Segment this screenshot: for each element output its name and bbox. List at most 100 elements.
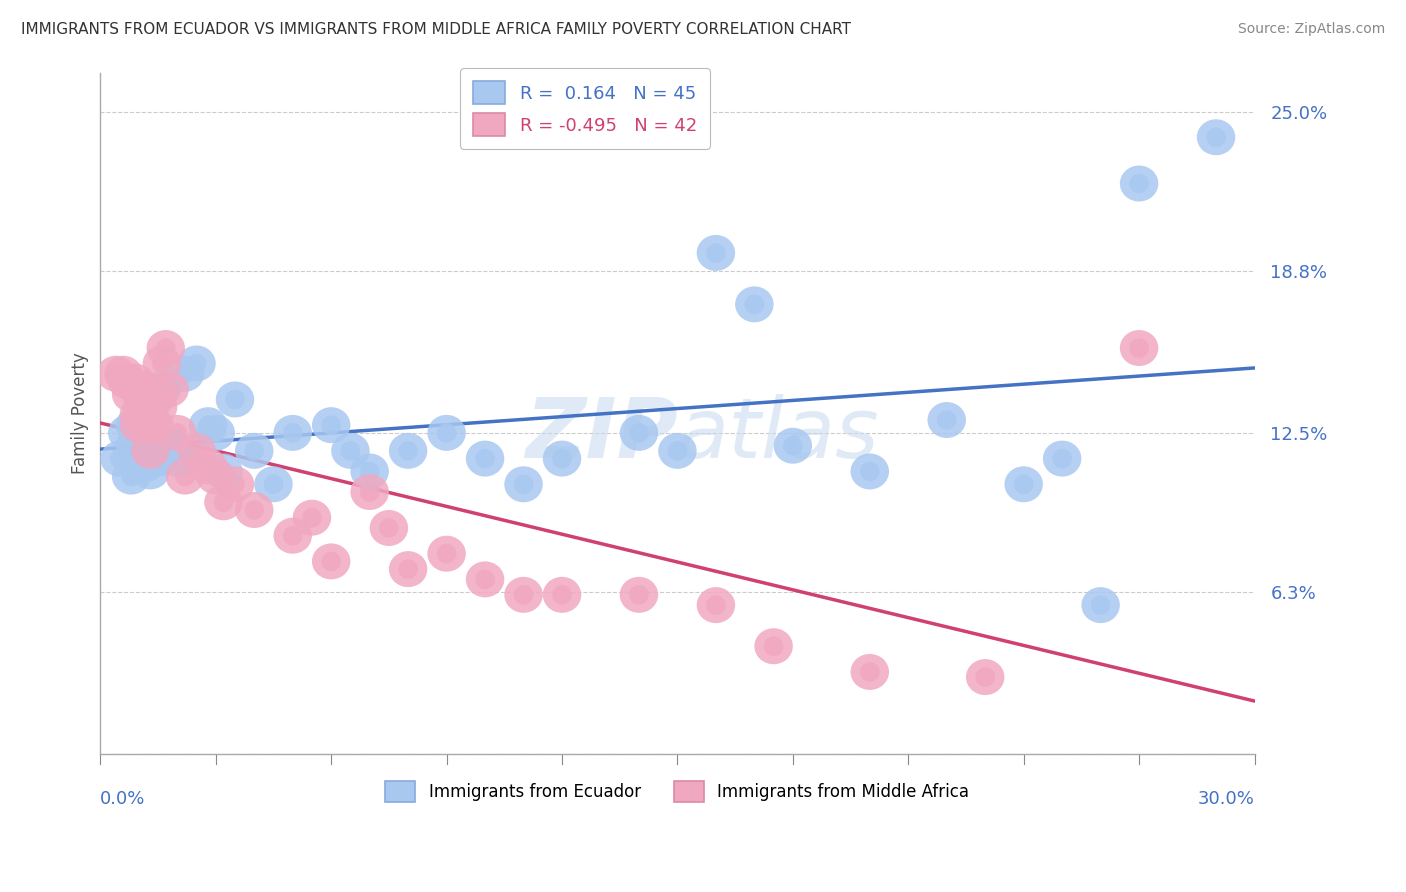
Ellipse shape: [235, 433, 274, 469]
Point: [120, 387, 142, 401]
Ellipse shape: [108, 363, 146, 400]
Point: [281, 529, 304, 543]
Text: 0.0%: 0.0%: [100, 790, 146, 808]
Point: [146, 451, 169, 466]
Point: [120, 469, 142, 483]
Ellipse shape: [312, 543, 350, 580]
Ellipse shape: [370, 510, 408, 546]
Point: [436, 425, 458, 440]
Ellipse shape: [543, 441, 581, 476]
Ellipse shape: [543, 577, 581, 613]
Ellipse shape: [235, 492, 274, 528]
Point: [1205, 130, 1227, 145]
Ellipse shape: [465, 561, 505, 598]
Ellipse shape: [104, 356, 142, 392]
Ellipse shape: [124, 371, 162, 407]
Point: [174, 367, 197, 381]
Point: [128, 459, 150, 474]
Ellipse shape: [112, 458, 150, 494]
Point: [859, 665, 882, 679]
Point: [224, 392, 246, 407]
Point: [359, 465, 381, 479]
Point: [1128, 341, 1150, 355]
Ellipse shape: [157, 415, 197, 450]
Point: [224, 477, 246, 491]
Ellipse shape: [1119, 330, 1159, 366]
Point: [212, 465, 235, 479]
Ellipse shape: [350, 453, 389, 490]
Ellipse shape: [135, 407, 173, 443]
Point: [859, 465, 882, 479]
Point: [131, 382, 153, 396]
Point: [551, 588, 574, 602]
Ellipse shape: [139, 376, 177, 412]
Text: Source: ZipAtlas.com: Source: ZipAtlas.com: [1237, 22, 1385, 37]
Ellipse shape: [851, 654, 889, 690]
Ellipse shape: [292, 500, 332, 536]
Ellipse shape: [505, 467, 543, 502]
Ellipse shape: [773, 428, 813, 464]
Point: [128, 443, 150, 458]
Point: [166, 451, 188, 466]
Ellipse shape: [108, 415, 146, 450]
Ellipse shape: [389, 551, 427, 587]
Ellipse shape: [146, 330, 186, 366]
Point: [131, 413, 153, 427]
Point: [104, 367, 127, 381]
Point: [744, 297, 766, 311]
Ellipse shape: [274, 517, 312, 554]
Point: [117, 425, 139, 440]
Ellipse shape: [465, 441, 505, 476]
Point: [243, 443, 266, 458]
Point: [243, 503, 266, 517]
Point: [146, 387, 169, 401]
Ellipse shape: [389, 433, 427, 469]
Ellipse shape: [157, 441, 197, 476]
Text: 30.0%: 30.0%: [1198, 790, 1254, 808]
Point: [159, 382, 181, 396]
Point: [1090, 598, 1112, 612]
Ellipse shape: [150, 428, 188, 464]
Point: [627, 588, 650, 602]
Text: atlas: atlas: [678, 393, 879, 475]
Ellipse shape: [735, 286, 773, 322]
Point: [159, 439, 181, 453]
Point: [150, 382, 173, 396]
Text: ZIP: ZIP: [524, 393, 678, 475]
Point: [666, 443, 689, 458]
Ellipse shape: [188, 407, 228, 443]
Ellipse shape: [177, 345, 215, 382]
Ellipse shape: [620, 415, 658, 450]
Point: [301, 510, 323, 524]
Point: [396, 443, 419, 458]
Point: [139, 443, 162, 458]
Ellipse shape: [966, 659, 1004, 695]
Point: [128, 418, 150, 433]
Ellipse shape: [1004, 467, 1043, 502]
Ellipse shape: [928, 402, 966, 438]
Ellipse shape: [166, 458, 204, 494]
Ellipse shape: [658, 433, 696, 469]
Point: [474, 573, 496, 587]
Point: [146, 400, 169, 414]
Ellipse shape: [851, 453, 889, 490]
Point: [150, 356, 173, 370]
Ellipse shape: [204, 484, 243, 520]
Legend: Immigrants from Ecuador, Immigrants from Middle Africa: Immigrants from Ecuador, Immigrants from…: [374, 769, 981, 814]
Ellipse shape: [505, 577, 543, 613]
Ellipse shape: [115, 428, 155, 464]
Ellipse shape: [312, 407, 350, 443]
Point: [263, 477, 285, 491]
Ellipse shape: [696, 587, 735, 624]
Point: [378, 521, 401, 535]
Point: [782, 439, 804, 453]
Ellipse shape: [350, 474, 389, 510]
Point: [627, 425, 650, 440]
Ellipse shape: [120, 407, 157, 443]
Ellipse shape: [142, 371, 181, 407]
Ellipse shape: [274, 415, 312, 450]
Point: [512, 588, 534, 602]
Ellipse shape: [427, 536, 465, 572]
Point: [117, 375, 139, 389]
Ellipse shape: [166, 356, 204, 392]
